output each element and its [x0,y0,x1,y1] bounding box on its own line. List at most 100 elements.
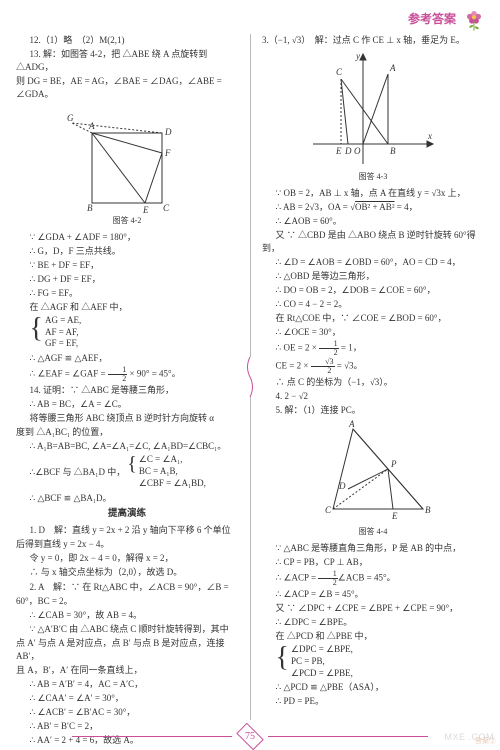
cases-block: { ∠DPC = ∠BPE, PC = PB, ∠PCD = ∠PBE, [276,644,485,679]
text-line: 60°，BC = 2。 [16,595,238,608]
footer-line [72,736,232,737]
svg-text:D: D [344,146,352,156]
cases-block: { AG = AE, AF = AF, GF = EF, [30,315,239,350]
text-line: ∴ ∠OCE = 30°， [262,326,484,339]
text-line: 将等腰三角形 ABC 绕顶点 B 逆时针方向旋转 α [16,412,238,425]
header-title: 参考答案 [408,10,456,27]
svg-text:G: G [67,113,74,123]
text-line: ∴ PD = PE。 [262,695,484,708]
case-line: GF = EF, [45,338,81,350]
text-line: ∴ ∠ACP = 12∠ACB = 45°。 [262,570,484,587]
brace-icon: { [276,644,289,679]
text-line: ∴ 点 C 的坐标为（−1，√3）。 [262,376,484,389]
figure-4-3: A B C D E O x y [308,49,438,169]
text-line: 5. 解：（1）连接 PC。 [262,404,484,417]
svg-text:C: C [163,203,170,213]
text-line: ∴ ∠AOB = 60°。 [262,215,484,228]
svg-text:F: F [164,148,171,158]
text-line: ∴ AB = A′B′ = 4，AC = A′C， [16,678,238,691]
text-line: ∴ CO = 4 − 2 = 2。 [262,298,484,311]
text-line: ∴ ∠CAA′ = ∠A′ = 30°， [16,692,238,705]
text-line: ∴ △BCF ≌ △BA₁D。 [16,492,238,505]
text-line: 3.（−1, √3） 解：过点 C 作 CE ⊥ x 轴，垂足为 E。 [262,34,484,47]
section-title: 提高演练 [16,508,238,522]
svg-text:E: E [142,205,149,213]
svg-text:A: A [88,121,95,131]
page-number: 75 [236,723,264,750]
svg-text:D: D [338,481,346,491]
text-line: 又 ∵ △CBD 是由 △ABO 绕点 B 逆时针旋转 60°得到， [262,229,484,255]
text-line: 1. D 解：直线 y = 2x + 2 沿 y 轴向下平移 6 个单位 [16,524,238,537]
figure-4-4: A B C D E P [313,419,433,524]
svg-text:A: A [389,63,396,73]
text-line: ∴ ∠EAF = ∠GAF = 12 × 90° = 45°。 [16,366,238,383]
text-line: ∴ ∠ACP = ∠B = 45°。 [262,588,484,601]
right-column: 3.（−1, √3） 解：过点 C 作 CE ⊥ x 轴，垂足为 E。 A B … [256,34,490,720]
text-line: 在 △PCD 和 △PBE 中， [262,630,484,643]
text-line: ∴ △AGF ≌ △AEF， [16,352,238,365]
text-line: CE = 2 × √32 = √3。 [262,358,484,375]
text-line: ∵ OB = 2，AB ⊥ x 轴，点 A 在直线 y = √3x 上， [262,187,484,200]
figure-caption: 图答 4-4 [262,526,484,538]
case-line: ∠PCD = ∠PBE, [291,668,353,680]
text-line: ∴ ∠D = ∠AOB = ∠OBD = 60°，AO = CD = 4， [262,256,484,269]
text-line: 度到 △A₁BC₁ 的位置， [16,426,238,439]
svg-text:D: D [164,127,172,137]
flower-icon [460,4,488,32]
text-line: 12.（1）略 （2）M(2,1) [16,34,238,47]
svg-text:E: E [335,146,342,156]
case-line: ∠DPC = ∠BPE, [291,644,353,656]
text-line: ∴ FG = EF。 [16,287,238,300]
svg-text:A: A [348,419,355,429]
text-line: ∴ OE = 2 × 12 = 1， [262,340,484,357]
figure-4-2: A B C D E F G [67,103,187,213]
svg-text:y: y [355,51,360,61]
left-column: 12.（1）略 （2）M(2,1) 13. 解：如图答 4-2，把 △ABE 绕… [10,34,244,720]
svg-text:B: B [87,203,93,213]
text-line: 后得到直线 y = 2x − 4。 [16,538,238,551]
svg-text:O: O [354,146,361,156]
text-line: 则 DG = BE，AE = AG，∠BAE = ∠DAG，∠ABE = ∠GD… [16,75,238,101]
svg-text:x: x [427,131,432,141]
text-line: 又 ∵ ∠DPC + ∠CPE = ∠BPE + ∠CPE = 90°， [262,602,484,615]
text-line: ∵ ∠GDA + ∠ADF = 180°， [16,231,238,244]
text-line: ∴ AB = BC，∠A = ∠C。 [16,398,238,411]
text-line: ∴ △PCD ≌ △PBE（ASA）， [262,681,484,694]
text-line: ∵ △ABC 是等腰直角三角形，P 是 AB 的中点， [262,542,484,555]
text-line: ∴ ∠ACB′ = ∠B′AC = 30°， [16,706,238,719]
text-line: 14. 证明：∵ △ABC 是等腰三角形， [16,384,238,397]
cases-block: { ∠C = ∠A₁, BC = A₁B, ∠CBF = ∠A₁BD, [127,454,206,489]
logo-watermark: 答案② [475,736,496,746]
figure-caption: 图答 4-2 [16,215,238,227]
text-line: 且 A，B′，A′ 在同一条直线上， [16,664,238,677]
text-line: 4. 2 − √2 [262,390,484,403]
text-line: ∴ ∠DPC = ∠BPE。 [262,616,484,629]
text-line: ∴ A₁B=AB=BC, ∠A=∠A₁=∠C, ∠A₁BD=∠CBC₁。 [16,440,238,453]
text-line: ∴ AB = 2√3，OA = √OB² + AB² = 4， [262,201,484,214]
text-line: ∴ DO = OB = 2，∠DOB = ∠COE = 60°， [262,284,484,297]
case-line: ∠CBF = ∠A₁BD, [139,478,206,490]
svg-text:C: C [336,67,343,77]
text-line: ∴ G，D，F 三点共线。 [16,245,238,258]
page-header: 参考答案 [408,4,488,32]
swirl-icon [245,357,255,397]
text-line: ∴∠BCF 与 △BA₁D 中， [30,466,126,479]
content-columns: 12.（1）略 （2）M(2,1) 13. 解：如图答 4-2，把 △ABE 绕… [10,34,490,720]
text-line: ∴ ∠CAB = 30°，故 AB = 4。 [16,609,238,622]
svg-text:B: B [425,505,431,515]
text-line: ∴ △OBD 是等边三角形， [262,270,484,283]
case-line: PC = PB, [291,656,353,668]
case-line: ∠C = ∠A₁, [139,454,206,466]
text-line: 令 y = 0，即 2x − 4 = 0，解得 x = 2， [16,552,238,565]
column-divider [244,34,256,720]
brace-icon: { [127,454,137,489]
text-line: 13. 解：如图答 4-2，把 △ABE 绕 A 点旋转到 △ADG， [16,48,238,74]
text-line: 在 △AGF 和 △AEF 中， [16,301,238,314]
case-line: BC = A₁B, [139,466,206,478]
text-line: 在 Rt△COE 中，∵ ∠COE = ∠BOD = 60°， [262,312,484,325]
text-line: 2. A 解：∵ 在 Rt△ABC 中，∠ACB = 90°，∠B = [16,581,238,594]
svg-text:C: C [325,505,332,515]
page-footer: 75 [0,729,500,744]
text-line: ∵ BE + DF = EF， [16,259,238,272]
text-line: ∵ △A′B′C 由 △ABC 绕点 C 顺时针旋转得到，其中 [16,623,238,636]
